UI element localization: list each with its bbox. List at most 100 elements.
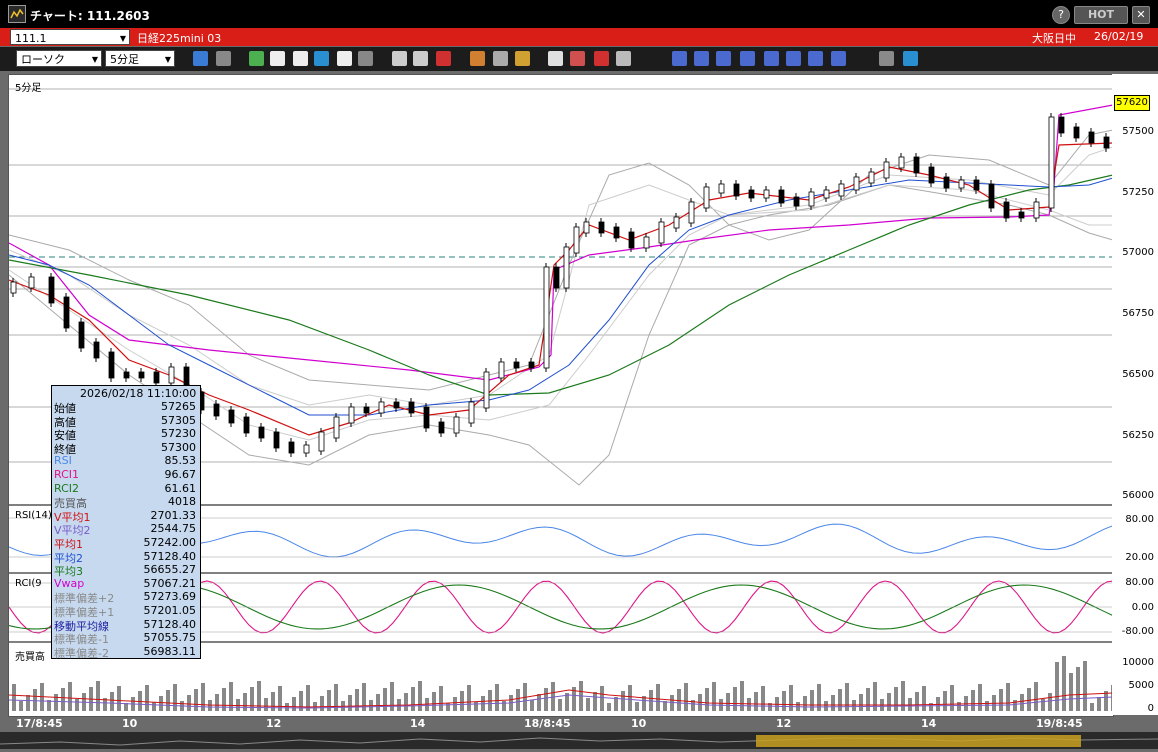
candle-body bbox=[1003, 201, 1010, 219]
toolbar-tool-button[interactable] bbox=[493, 51, 508, 66]
window-title: チャート: 111.2603 bbox=[30, 9, 150, 23]
toolbar-rci-button[interactable] bbox=[786, 51, 801, 66]
candle-body bbox=[853, 176, 860, 191]
chart-type-select[interactable]: ローソク ▼ bbox=[16, 50, 102, 67]
chevron-down-icon: ▼ bbox=[164, 55, 171, 64]
x-tick-label: 10 bbox=[122, 717, 138, 730]
volume-bar bbox=[516, 689, 520, 711]
candle-body bbox=[213, 403, 220, 417]
x-tick-label: 18/8:45 bbox=[524, 717, 571, 730]
toolbar-bb-button[interactable] bbox=[694, 51, 709, 66]
volume-bar bbox=[740, 681, 744, 711]
volume-bar bbox=[12, 684, 16, 711]
volume-bar bbox=[817, 684, 821, 711]
volume-bar bbox=[243, 693, 247, 711]
volume-bar bbox=[607, 703, 611, 711]
toolbar-hl-button[interactable] bbox=[740, 51, 755, 66]
candle-body bbox=[453, 416, 460, 434]
toolbar-delete-button[interactable] bbox=[358, 51, 373, 66]
candle-body bbox=[838, 183, 845, 197]
toolbar-alert-button[interactable] bbox=[570, 51, 585, 66]
volume-bar bbox=[845, 683, 849, 711]
volume-bar bbox=[922, 686, 926, 711]
toolbar-memo-button[interactable] bbox=[337, 51, 352, 66]
volume-bar bbox=[551, 682, 555, 711]
scroll-thumb[interactable] bbox=[756, 735, 1081, 747]
tooltip-row-label: RCI2 bbox=[54, 481, 80, 495]
toolbar-palette-button[interactable] bbox=[470, 51, 485, 66]
rci-tick-label: -80.00 bbox=[1121, 626, 1154, 637]
candle-body bbox=[228, 409, 235, 424]
volume-bar bbox=[1062, 656, 1066, 711]
volume-bar bbox=[117, 686, 121, 711]
candle-body bbox=[123, 371, 130, 379]
toolbar-mae-button[interactable] bbox=[716, 51, 731, 66]
tooltip-row-value: 56983.11 bbox=[143, 644, 197, 658]
volume-bar bbox=[404, 693, 408, 711]
volume-bar bbox=[250, 687, 254, 711]
toolbar-box1-button[interactable] bbox=[392, 51, 407, 66]
candle-body bbox=[613, 226, 620, 239]
volume-bar bbox=[1006, 683, 1010, 711]
toolbar-ma-button[interactable] bbox=[672, 51, 687, 66]
toolbar-color-button[interactable] bbox=[515, 51, 530, 66]
toolbar-order-button[interactable] bbox=[548, 51, 563, 66]
candle-body bbox=[378, 401, 385, 414]
volume-bar bbox=[432, 692, 436, 711]
volume-bar bbox=[866, 688, 870, 711]
tooltip-row-label: 移動平均線 bbox=[54, 619, 109, 633]
toolbar-box2-button[interactable] bbox=[413, 51, 428, 66]
toolbar-draw-button[interactable] bbox=[270, 51, 285, 66]
volume-bar bbox=[670, 695, 674, 711]
tooltip-row-value: 57305 bbox=[161, 413, 196, 427]
candle-body bbox=[868, 171, 875, 184]
toolbar-pvt-button[interactable] bbox=[808, 51, 823, 66]
volume-bar bbox=[1104, 691, 1108, 711]
price-tick-label: 56500 bbox=[1122, 369, 1154, 380]
volume-bar bbox=[33, 689, 37, 711]
main-panel-label: 5分足 bbox=[15, 83, 42, 94]
volume-bar bbox=[929, 703, 933, 711]
volume-bar bbox=[971, 690, 975, 711]
volume-bar bbox=[390, 682, 394, 711]
price-tick-label: 56250 bbox=[1122, 430, 1154, 441]
toolbar-pointer-button[interactable] bbox=[293, 51, 308, 66]
candle-body bbox=[108, 351, 115, 379]
volume-bar bbox=[376, 694, 380, 711]
volume-bar bbox=[1069, 673, 1073, 711]
toolbar-zoom-button[interactable] bbox=[193, 51, 208, 66]
scroll-bar[interactable] bbox=[0, 732, 1158, 749]
help-button[interactable]: ? bbox=[1052, 6, 1070, 24]
volume-bar bbox=[152, 702, 156, 711]
y-axis-scale[interactable]: 57620 57500 57250 57000 56750 56500 56250 5600… bbox=[1112, 74, 1158, 715]
close-button[interactable]: ✕ bbox=[1132, 6, 1150, 24]
rsi-tick-label: 80.00 bbox=[1125, 514, 1154, 525]
toolbar-refresh-button[interactable] bbox=[314, 51, 329, 66]
candle-body bbox=[943, 176, 950, 189]
tooltip-row-value: 57128.40 bbox=[143, 617, 197, 631]
code-select[interactable]: 111.1 ▼ bbox=[10, 29, 130, 45]
candle-body bbox=[928, 166, 935, 184]
toolbar-atr-button[interactable] bbox=[764, 51, 779, 66]
toolbar-line-button[interactable] bbox=[249, 51, 264, 66]
volume-bar bbox=[943, 691, 947, 711]
title-bar: チャート: 111.2603 ? HOT ✕ bbox=[0, 0, 1158, 28]
toolbar-all-button[interactable] bbox=[436, 51, 451, 66]
candle-body bbox=[10, 281, 17, 294]
toolbar-plus-button[interactable] bbox=[594, 51, 609, 66]
toolbar-n-button[interactable] bbox=[616, 51, 631, 66]
volume-bar bbox=[593, 692, 597, 711]
toolbar-cross-button[interactable] bbox=[216, 51, 231, 66]
interval-select[interactable]: 5分足 ▼ bbox=[105, 50, 175, 67]
hot-button[interactable]: HOT bbox=[1074, 6, 1128, 24]
volume-bar bbox=[439, 686, 443, 711]
moving-average-2-line bbox=[9, 177, 1113, 416]
rci-tick-label: 80.00 bbox=[1125, 577, 1154, 588]
volume-bar bbox=[859, 694, 863, 711]
session-label: 大阪日中 bbox=[1032, 32, 1076, 45]
candle-body bbox=[808, 191, 815, 207]
toolbar-win-button[interactable] bbox=[831, 51, 846, 66]
volume-bar bbox=[215, 694, 219, 711]
toolbar-log-button[interactable] bbox=[879, 51, 894, 66]
toolbar-exit-button[interactable] bbox=[903, 51, 918, 66]
